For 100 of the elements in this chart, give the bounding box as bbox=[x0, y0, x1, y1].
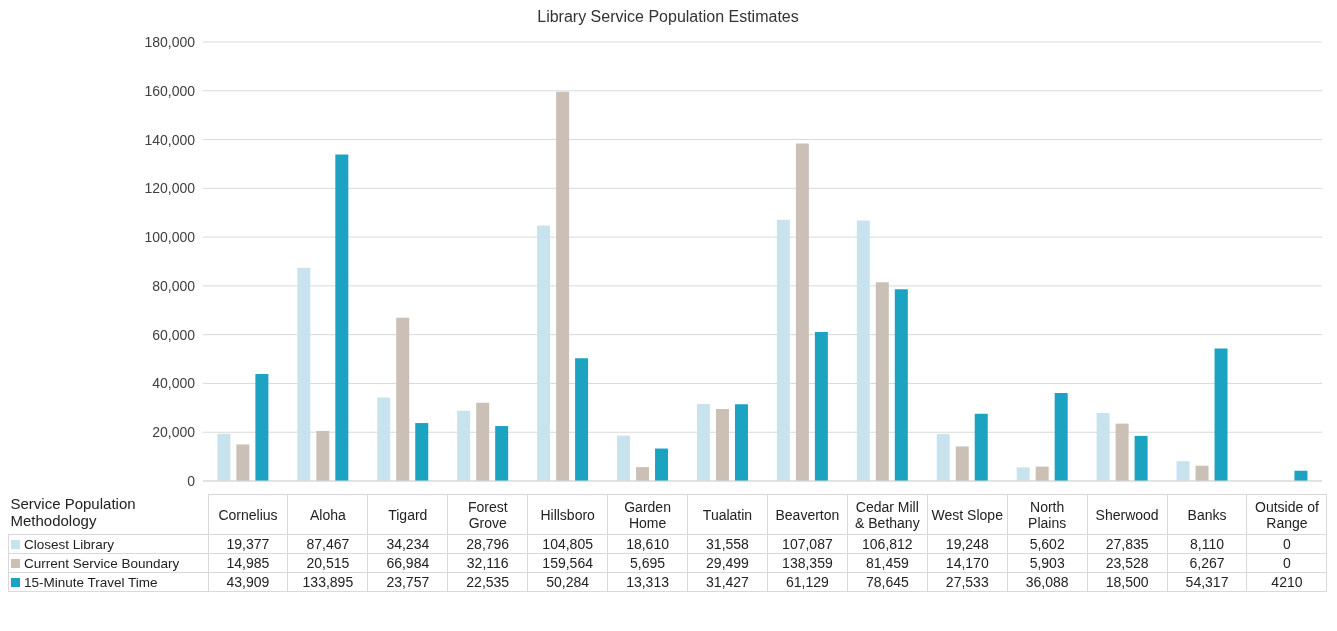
bar bbox=[1035, 466, 1049, 481]
bar bbox=[476, 402, 490, 481]
bar bbox=[396, 317, 410, 481]
x-tick-label: Forest Grove bbox=[447, 494, 528, 535]
bar bbox=[457, 410, 471, 481]
y-tick-label: 40,000 bbox=[152, 375, 196, 392]
data-label: 43,909 bbox=[208, 572, 288, 592]
x-tick-label: Tigard bbox=[367, 494, 448, 535]
bar bbox=[1195, 465, 1209, 481]
data-label: 87,467 bbox=[287, 534, 368, 554]
x-tick-label: Cornelius bbox=[208, 494, 288, 535]
bar bbox=[537, 225, 551, 481]
bar bbox=[875, 282, 889, 481]
bar bbox=[1214, 348, 1228, 481]
y-tick-label: 160,000 bbox=[144, 82, 196, 99]
data-label: 50,284 bbox=[527, 572, 608, 592]
data-label: 20,515 bbox=[287, 553, 368, 573]
bar bbox=[1096, 413, 1110, 481]
bar bbox=[1054, 392, 1068, 481]
bar bbox=[894, 289, 908, 481]
data-label: 8,110 bbox=[1167, 534, 1247, 554]
data-label: 4210 bbox=[1246, 572, 1327, 592]
data-label: 0 bbox=[1246, 553, 1327, 573]
data-label: 23,528 bbox=[1087, 553, 1168, 573]
data-label: 19,248 bbox=[927, 534, 1008, 554]
bar bbox=[776, 219, 790, 481]
data-label: 32,116 bbox=[447, 553, 528, 573]
data-label: 18,610 bbox=[607, 534, 688, 554]
x-tick-label: Cedar Mill & Bethany bbox=[847, 494, 928, 535]
bar bbox=[617, 435, 631, 481]
legend-label: Current Service Boundary bbox=[8, 553, 208, 573]
data-label: 27,835 bbox=[1087, 534, 1168, 554]
data-label: 54,317 bbox=[1167, 572, 1247, 592]
y-tick-label: 0 bbox=[187, 472, 196, 489]
bar bbox=[715, 409, 729, 481]
legend-label: Closest Library bbox=[8, 534, 208, 554]
bar bbox=[696, 404, 710, 481]
x-tick-label: North Plains bbox=[1007, 494, 1088, 535]
x-tick-label: Hillsboro bbox=[527, 494, 608, 535]
bar bbox=[255, 373, 269, 481]
data-label: 138,359 bbox=[767, 553, 848, 573]
data-label: 36,088 bbox=[1007, 572, 1088, 592]
data-label: 6,267 bbox=[1167, 553, 1247, 573]
data-label: 5,695 bbox=[607, 553, 688, 573]
bar bbox=[495, 426, 509, 481]
y-tick-label: 120,000 bbox=[144, 180, 196, 197]
data-label: 23,757 bbox=[367, 572, 448, 592]
legend-title: Service Population Methodology bbox=[9, 494, 137, 531]
bar bbox=[575, 358, 589, 481]
y-tick-label: 140,000 bbox=[144, 131, 196, 148]
chart-title: Library Service Population Estimates bbox=[536, 8, 800, 27]
bar bbox=[1016, 467, 1030, 481]
data-label: 0 bbox=[1246, 534, 1327, 554]
x-tick-label: Beaverton bbox=[767, 494, 848, 535]
bar bbox=[655, 448, 669, 481]
bar bbox=[556, 91, 570, 481]
data-label: 66,984 bbox=[367, 553, 448, 573]
bar bbox=[377, 397, 391, 481]
bar bbox=[974, 413, 988, 481]
data-label: 106,812 bbox=[847, 534, 928, 554]
data-label: 19,377 bbox=[208, 534, 288, 554]
data-label: 14,985 bbox=[208, 553, 288, 573]
y-tick-label: 60,000 bbox=[152, 326, 196, 343]
x-tick-label: Garden Home bbox=[607, 494, 688, 535]
data-label: 61,129 bbox=[767, 572, 848, 592]
x-tick-label: Aloha bbox=[287, 494, 368, 535]
bar bbox=[856, 220, 870, 481]
bar bbox=[955, 446, 969, 481]
bar bbox=[236, 444, 250, 481]
data-label: 81,459 bbox=[847, 553, 928, 573]
data-label: 13,313 bbox=[607, 572, 688, 592]
data-label: 31,558 bbox=[687, 534, 768, 554]
bar bbox=[217, 433, 231, 481]
bar bbox=[1176, 461, 1190, 481]
data-label: 14,170 bbox=[927, 553, 1008, 573]
data-label: 31,427 bbox=[687, 572, 768, 592]
bar bbox=[936, 434, 950, 481]
data-label: 34,234 bbox=[367, 534, 448, 554]
bar bbox=[1115, 423, 1129, 481]
data-label: 5,602 bbox=[1007, 534, 1088, 554]
bar bbox=[795, 143, 809, 481]
bar bbox=[636, 467, 650, 481]
x-tick-label: Tualatin bbox=[687, 494, 768, 535]
bar bbox=[297, 267, 311, 481]
data-label: 22,535 bbox=[447, 572, 528, 592]
legend-label: 15-Minute Travel Time bbox=[8, 572, 208, 592]
data-label: 159,564 bbox=[527, 553, 608, 573]
data-label: 5,903 bbox=[1007, 553, 1088, 573]
y-tick-label: 180,000 bbox=[144, 33, 196, 50]
data-label: 27,533 bbox=[927, 572, 1008, 592]
bar bbox=[415, 423, 429, 481]
bar bbox=[316, 430, 330, 481]
bar bbox=[335, 154, 349, 481]
y-tick-label: 100,000 bbox=[144, 229, 196, 246]
y-tick-label: 20,000 bbox=[152, 424, 196, 441]
x-tick-label: Banks bbox=[1167, 494, 1247, 535]
data-label: 29,499 bbox=[687, 553, 768, 573]
bar bbox=[734, 404, 748, 481]
data-label: 18,500 bbox=[1087, 572, 1168, 592]
bar bbox=[1134, 435, 1148, 481]
